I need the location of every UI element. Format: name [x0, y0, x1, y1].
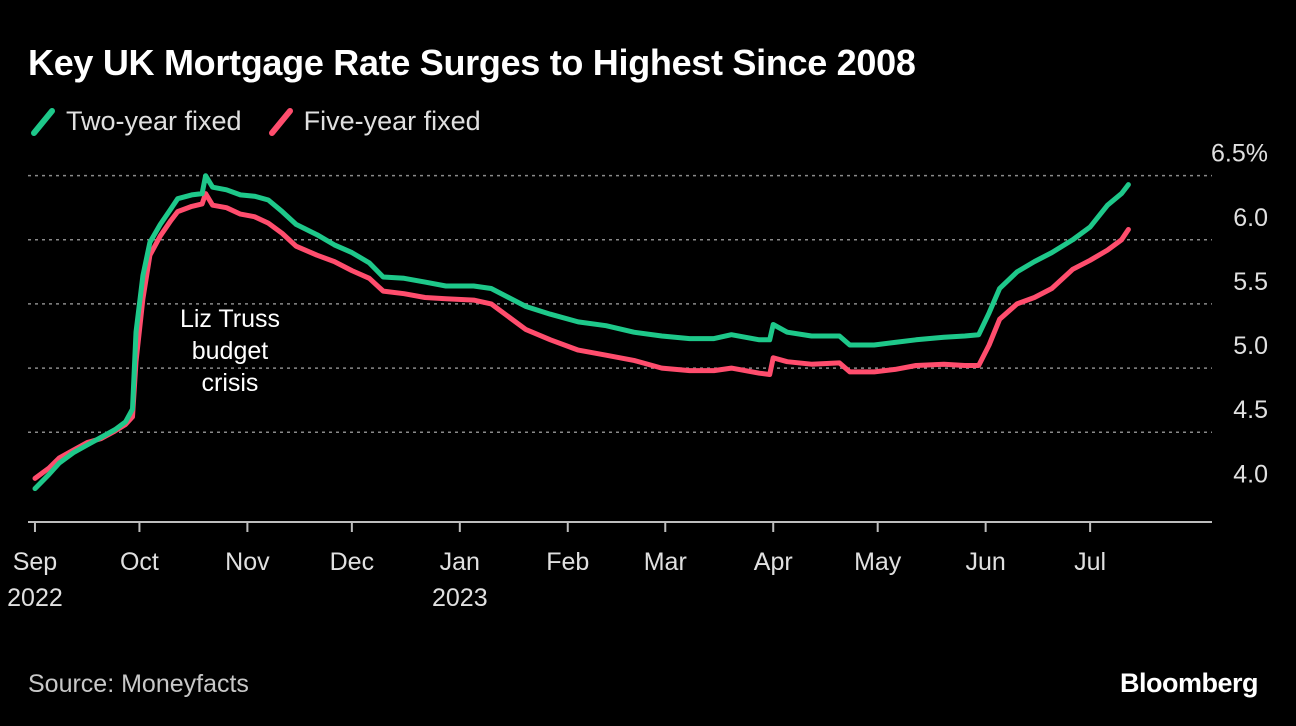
y-tick-label: 6.0: [1233, 204, 1268, 232]
annotation-text: crisis: [202, 369, 259, 397]
y-tick-label: 6.5%: [1211, 140, 1268, 168]
x-tick-sublabel: 2023: [432, 584, 488, 612]
legend-item-two-year: Two-year fixed: [30, 106, 242, 137]
x-tick-label: Oct: [120, 548, 159, 576]
y-tick-label: 4.5: [1233, 396, 1268, 424]
source-note: Source: Moneyfacts: [28, 670, 249, 698]
legend-label-five-year: Five-year fixed: [303, 106, 481, 136]
two-year-fixedseries-line: [32, 173, 1131, 492]
legend-label-two-year: Two-year fixed: [66, 106, 242, 136]
y-tick-label: 5.0: [1233, 332, 1268, 360]
x-tick-label: Mar: [644, 548, 687, 576]
x-tick-label: Apr: [754, 548, 793, 576]
annotation-text: budget: [192, 337, 269, 365]
chart-title: Key UK Mortgage Rate Surges to Highest S…: [28, 42, 916, 83]
x-tick-sublabel: 2022: [7, 584, 63, 612]
x-tick-label: Sep: [13, 548, 57, 576]
bloomberg-logo: Bloomberg: [1119, 668, 1259, 698]
annotation-text: Liz Truss: [180, 305, 280, 333]
five-year-fixedseries-line: [32, 191, 1131, 481]
x-tick-label: Jul: [1074, 548, 1106, 576]
x-tick-label: Jun: [965, 548, 1005, 576]
legend-swatch-five-year: [268, 107, 293, 136]
x-tick-label: Nov: [225, 548, 270, 576]
legend: Two-year fixed Five-year fixed: [30, 106, 481, 137]
x-tick-label: Jan: [440, 548, 480, 576]
y-tick-label: 4.0: [1233, 460, 1268, 488]
legend-item-five-year: Five-year fixed: [268, 106, 481, 137]
legend-swatch-two-year: [31, 107, 55, 136]
x-tick-label: May: [854, 548, 902, 576]
x-tick-label: Feb: [546, 548, 589, 576]
x-tick-label: Dec: [330, 548, 374, 576]
y-tick-label: 5.5: [1233, 268, 1268, 296]
